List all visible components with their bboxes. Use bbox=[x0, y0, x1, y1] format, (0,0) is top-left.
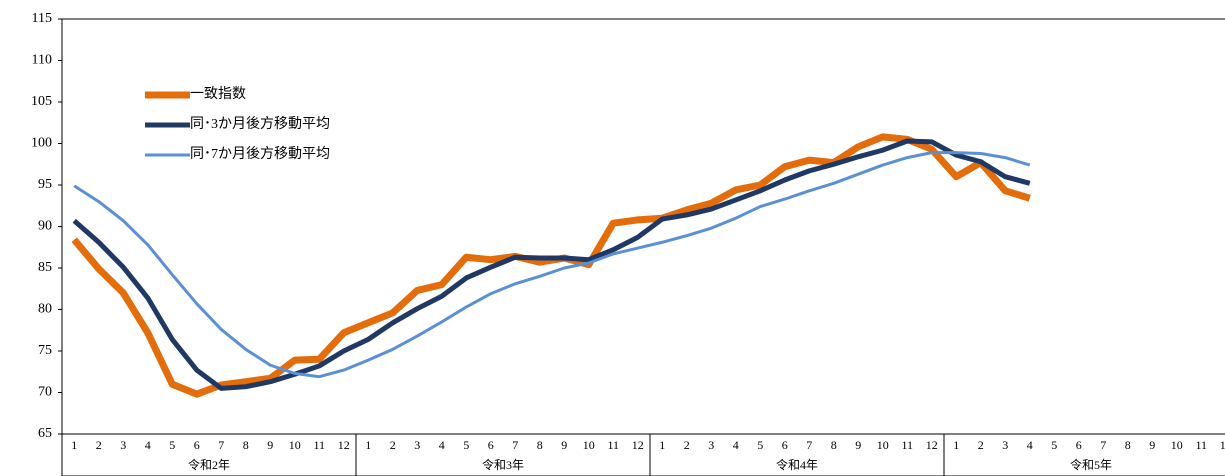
x-tick-label: 4 bbox=[145, 438, 151, 452]
x-tick-label: 12 bbox=[632, 438, 644, 452]
x-tick-label: 9 bbox=[855, 438, 861, 452]
x-tick-label: 5 bbox=[463, 438, 469, 452]
series-line bbox=[71, 133, 1031, 398]
x-tick-label: 4 bbox=[1027, 438, 1033, 452]
x-tick-label: 7 bbox=[512, 438, 518, 452]
y-tick-label: 75 bbox=[38, 343, 52, 358]
y-tick-label: 115 bbox=[32, 11, 52, 26]
legend-label: 一致指数 bbox=[190, 86, 246, 102]
x-tick-label: 8 bbox=[243, 438, 249, 452]
y-tick-label: 85 bbox=[38, 260, 52, 275]
y-tick-label: 105 bbox=[31, 94, 52, 109]
x-tick-label: 2 bbox=[978, 438, 984, 452]
x-tick-label: 6 bbox=[488, 438, 494, 452]
x-tick-label: 9 bbox=[267, 438, 273, 452]
x-tick-label: 3 bbox=[1002, 438, 1008, 452]
legend-label: 同･7か月後方移動平均 bbox=[190, 146, 330, 162]
x-tick-label: 7 bbox=[806, 438, 812, 452]
x-tick-label: 1 bbox=[953, 438, 959, 452]
y-tick-label: 95 bbox=[38, 177, 52, 192]
x-tick-label: 11 bbox=[313, 438, 325, 452]
x-tick-label: 2 bbox=[96, 438, 102, 452]
x-tick-label: 12 bbox=[338, 438, 350, 452]
x-tick-label: 1 bbox=[659, 438, 665, 452]
x-tick-label: 1 bbox=[365, 438, 371, 452]
x-tick-label: 5 bbox=[1051, 438, 1057, 452]
y-tick-label: 90 bbox=[38, 219, 52, 234]
x-tick-label: 12 bbox=[1220, 438, 1225, 452]
y-tick-label: 110 bbox=[32, 53, 52, 68]
y-tick-label: 65 bbox=[38, 426, 52, 441]
x-tick-label: 10 bbox=[877, 438, 889, 452]
x-tick-label: 8 bbox=[831, 438, 837, 452]
x-tick-label: 12 bbox=[926, 438, 938, 452]
x-tick-label: 2 bbox=[390, 438, 396, 452]
year-label: 令和4年 bbox=[776, 457, 818, 472]
x-tick-label: 1 bbox=[71, 438, 77, 452]
x-tick-label: 9 bbox=[561, 438, 567, 452]
x-tick-label: 4 bbox=[439, 438, 445, 452]
x-tick-label: 6 bbox=[194, 438, 200, 452]
x-tick-label: 11 bbox=[1195, 438, 1207, 452]
y-tick-label: 100 bbox=[31, 136, 52, 151]
x-tick-label: 3 bbox=[120, 438, 126, 452]
year-label: 令和3年 bbox=[482, 457, 524, 472]
x-tick-label: 11 bbox=[901, 438, 913, 452]
x-tick-label: 10 bbox=[583, 438, 595, 452]
x-tick-label: 2 bbox=[684, 438, 690, 452]
x-tick-label: 6 bbox=[1076, 438, 1082, 452]
x-tick-label: 7 bbox=[218, 438, 224, 452]
x-tick-label: 5 bbox=[169, 438, 175, 452]
year-label: 令和5年 bbox=[1070, 457, 1112, 472]
x-tick-label: 3 bbox=[708, 438, 714, 452]
x-tick-label: 8 bbox=[1125, 438, 1131, 452]
series-line bbox=[73, 151, 1031, 379]
x-tick-label: 7 bbox=[1100, 438, 1106, 452]
x-tick-label: 10 bbox=[289, 438, 301, 452]
legend-label: 同･3か月後方移動平均 bbox=[190, 116, 330, 132]
y-tick-label: 70 bbox=[38, 385, 52, 400]
year-label: 令和2年 bbox=[188, 457, 230, 472]
x-tick-label: 10 bbox=[1171, 438, 1183, 452]
x-tick-label: 8 bbox=[537, 438, 543, 452]
x-tick-label: 9 bbox=[1149, 438, 1155, 452]
x-tick-label: 6 bbox=[782, 438, 788, 452]
x-tick-label: 11 bbox=[607, 438, 619, 452]
y-tick-label: 80 bbox=[38, 302, 52, 317]
plot-frame bbox=[61, 18, 1225, 476]
series-line bbox=[72, 138, 1031, 391]
x-tick-label: 3 bbox=[414, 438, 420, 452]
x-tick-label: 4 bbox=[733, 438, 739, 452]
x-tick-label: 5 bbox=[757, 438, 763, 452]
